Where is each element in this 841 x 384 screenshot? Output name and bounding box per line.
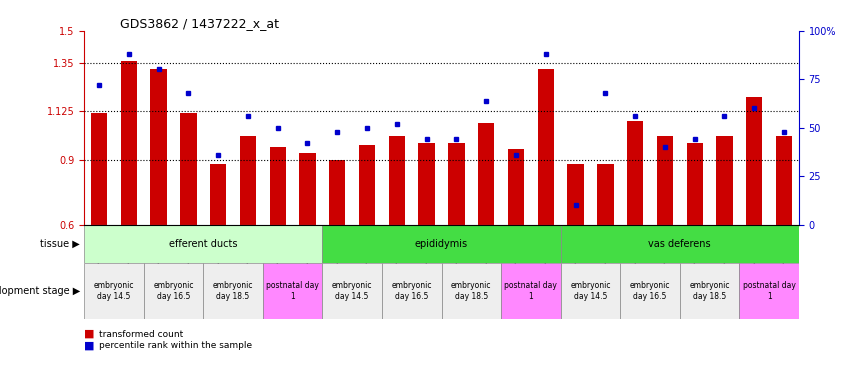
Bar (91, 113, 107, 225)
Bar (144, 263, 204, 319)
Bar (299, 154, 315, 225)
Text: postnatal day
1: postnatal day 1 (505, 281, 558, 301)
Text: embryonic
day 14.5: embryonic day 14.5 (570, 281, 611, 301)
Bar (686, 143, 703, 225)
Bar (151, 70, 167, 225)
Bar (620, 263, 680, 319)
Text: embryonic
day 14.5: embryonic day 14.5 (332, 281, 373, 301)
Bar (568, 164, 584, 225)
Bar (359, 145, 375, 225)
Bar (389, 136, 405, 225)
Bar (627, 121, 643, 225)
Bar (776, 136, 792, 225)
Text: efferent ducts: efferent ducts (169, 239, 237, 249)
Bar (180, 113, 197, 225)
Bar (84, 263, 144, 319)
Bar (240, 136, 257, 225)
Text: embryonic
day 16.5: embryonic day 16.5 (153, 281, 193, 301)
Text: embryonic
day 18.5: embryonic day 18.5 (213, 281, 253, 301)
Bar (657, 136, 673, 225)
Bar (120, 61, 137, 225)
Text: vas deferens: vas deferens (648, 239, 711, 249)
Bar (508, 149, 524, 225)
Text: GDS3862 / 1437222_x_at: GDS3862 / 1437222_x_at (119, 17, 279, 30)
Bar (478, 123, 495, 225)
Text: embryonic
day 14.5: embryonic day 14.5 (93, 281, 134, 301)
Bar (84, 225, 322, 263)
Bar (329, 160, 346, 225)
Text: development stage ▶: development stage ▶ (0, 286, 80, 296)
Text: postnatal day
1: postnatal day 1 (266, 281, 319, 301)
Text: ■: ■ (84, 341, 94, 351)
Text: tissue ▶: tissue ▶ (40, 239, 80, 249)
Text: transformed count: transformed count (99, 329, 183, 339)
Text: embryonic
day 16.5: embryonic day 16.5 (392, 281, 432, 301)
Text: ■: ■ (84, 329, 94, 339)
Bar (537, 70, 554, 225)
Text: epididymis: epididymis (415, 239, 468, 249)
Text: embryonic
day 18.5: embryonic day 18.5 (451, 281, 491, 301)
Text: embryonic
day 16.5: embryonic day 16.5 (630, 281, 670, 301)
Bar (262, 263, 322, 319)
Bar (448, 143, 464, 225)
Bar (746, 98, 763, 225)
Bar (442, 263, 501, 319)
Bar (210, 164, 226, 225)
Bar (680, 263, 739, 319)
Bar (269, 147, 286, 225)
Bar (501, 263, 561, 319)
Text: embryonic
day 18.5: embryonic day 18.5 (690, 281, 730, 301)
Bar (204, 263, 262, 319)
Bar (717, 136, 733, 225)
Bar (561, 225, 799, 263)
Bar (322, 225, 561, 263)
Bar (739, 263, 799, 319)
Bar (597, 164, 614, 225)
Bar (322, 263, 382, 319)
Bar (382, 263, 442, 319)
Text: percentile rank within the sample: percentile rank within the sample (99, 341, 252, 350)
Text: postnatal day
1: postnatal day 1 (743, 281, 796, 301)
Bar (419, 143, 435, 225)
Bar (561, 263, 620, 319)
